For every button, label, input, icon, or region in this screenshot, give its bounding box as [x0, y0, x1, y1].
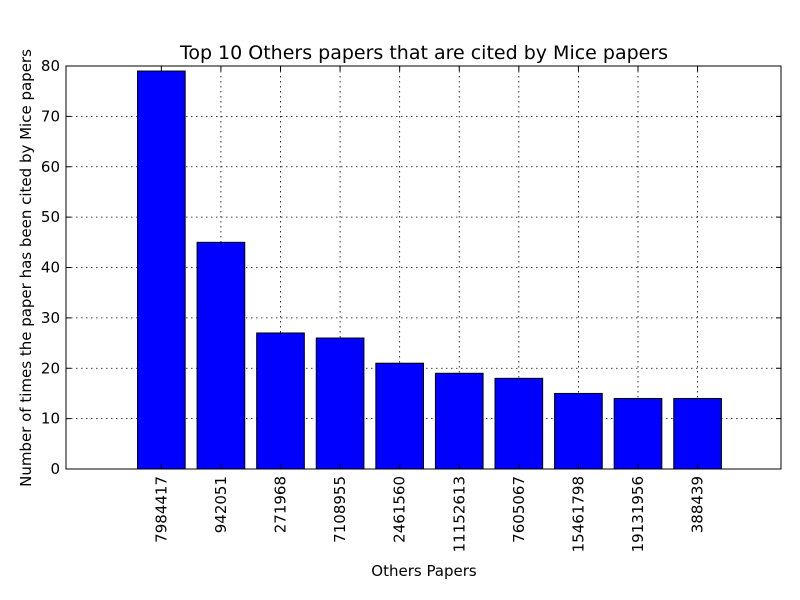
y-tick-labels: 0 10 20 30 40 50 60 70 80 — [41, 57, 60, 478]
x-tick-label: 11152613 — [450, 476, 468, 552]
ticks — [66, 65, 781, 470]
x-tick-labels: 7984417 942051 271968 7108955 2461560 1115261… — [152, 476, 706, 552]
x-tick-label: 7605067 — [510, 476, 528, 543]
y-tick-label: 0 — [50, 460, 60, 478]
y-tick-label: 40 — [41, 259, 60, 277]
y-tick-label: 80 — [41, 57, 60, 75]
y-tick-label: 10 — [41, 410, 60, 428]
y-tick-label: 50 — [41, 208, 60, 226]
x-tick-label: 19131956 — [629, 476, 647, 552]
bar-7984417 — [137, 70, 186, 470]
bar-942051 — [196, 241, 246, 470]
x-tick-label: 388439 — [689, 476, 707, 533]
bar-7108955 — [315, 337, 365, 470]
bar-7605067 — [494, 377, 544, 470]
chart-title: Top 10 Others papers that are cited by M… — [179, 42, 668, 64]
x-tick-label: 15461798 — [569, 476, 587, 552]
bar-11152613 — [434, 372, 484, 470]
x-axis-label: Others Papers — [371, 562, 477, 580]
y-axis-label: Number of times the paper has been cited… — [17, 49, 35, 487]
bar-271968 — [256, 332, 305, 470]
y-tick-label: 20 — [41, 359, 60, 377]
bar-388439 — [673, 397, 722, 470]
bars — [137, 70, 722, 470]
y-tick-label: 60 — [41, 158, 60, 176]
y-tick-label: 70 — [41, 107, 60, 125]
bar-15461798 — [554, 392, 603, 470]
x-tick-label: 7984417 — [152, 476, 170, 543]
x-tick-label: 7108955 — [331, 476, 349, 543]
y-tick-label: 30 — [41, 309, 60, 327]
x-tick-label: 942051 — [212, 476, 230, 533]
bar-2461560 — [375, 362, 425, 470]
x-tick-label: 271968 — [272, 476, 290, 533]
x-tick-label: 2461560 — [391, 476, 409, 543]
bar-19131956 — [613, 397, 663, 470]
